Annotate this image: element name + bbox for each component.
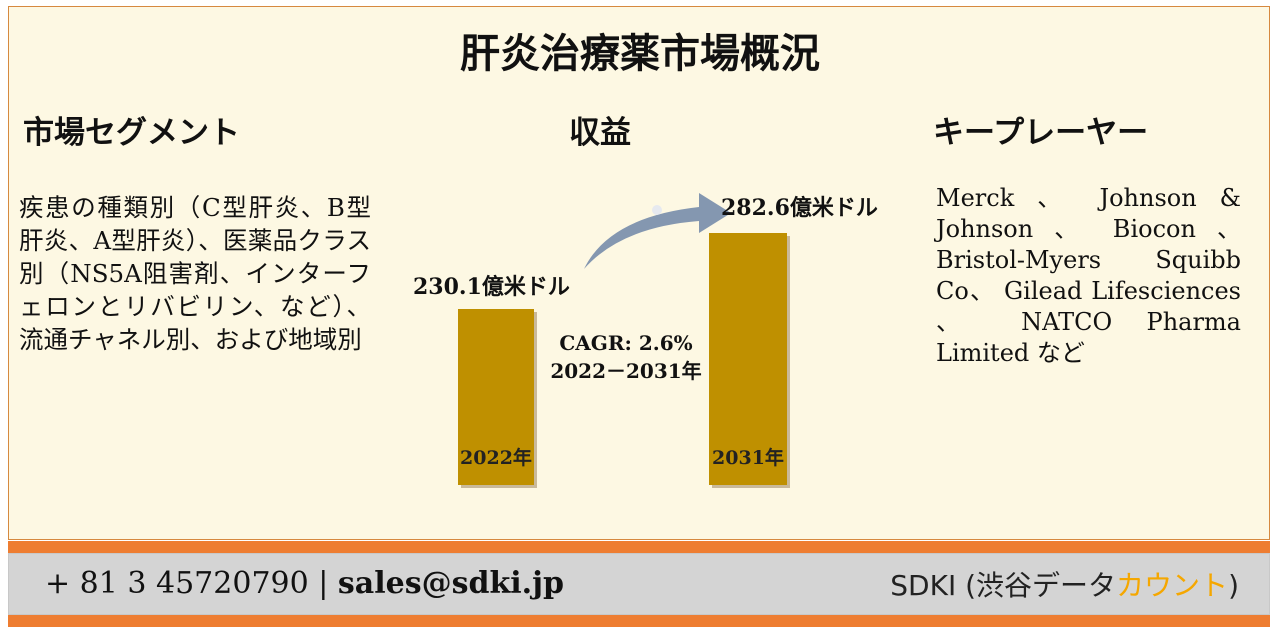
brand-close: ) [1228,569,1239,602]
category-label-2022: 2022年 [460,447,532,469]
value-label-2022: 230.1億米ドル [413,274,570,300]
arrow-dot [652,205,662,215]
bar-2031 [709,233,787,485]
brand-logo-text: SDKI (渋谷データカウント) [890,564,1239,604]
segments-description: 疾患の種類別（C型肝炎、B型肝炎、A型肝炎）、医薬品クラス別（NS5A阻害剤、イ… [19,193,371,354]
contact-info: + 81 3 45720790 | sales@sdki.jp [45,566,564,601]
footer-top-stripe [8,541,1270,553]
brand-accent: カウント [1116,569,1229,602]
footer-bar: + 81 3 45720790 | sales@sdki.jp SDKI (渋谷… [8,553,1270,615]
brand-main: SDKI (渋谷データ [890,569,1117,602]
phone-number[interactable]: + 81 3 45720790 [45,566,309,601]
cagr-period: 2022－2031年 [550,359,702,383]
key-players-heading: キープレーヤー [933,115,1149,151]
key-players-list: Merck 、 Johnson & Johnson 、 Biocon 、 Bri… [936,184,1241,367]
infographic-panel: 肝炎治療薬市場概況 市場セグメント 収益 キープレーヤー 疾患の種類別（C型肝炎… [8,6,1270,540]
growth-arrow [584,193,731,269]
contact-separator: | [318,566,329,601]
cagr-label: CAGR: 2.6% 2022－2031年 [541,329,711,385]
footer-bottom-stripe [8,615,1270,627]
value-label-2031: 282.6億米ドル [721,195,878,221]
email-link[interactable]: sales@sdki.jp [337,566,564,601]
category-label-2031: 2031年 [712,447,784,469]
growth-arrow-icon [584,193,731,269]
revenue-heading: 収益 [569,115,631,151]
revenue-chart: 2022年 2031年 230.1億米ドル 282.6億米ドル CAGR: 2.… [9,7,1271,541]
cagr-rate: CAGR: 2.6% [559,331,693,355]
segments-heading: 市場セグメント [23,115,240,151]
page-title: 肝炎治療薬市場概況 [460,30,820,77]
bar-2022 [458,309,534,485]
